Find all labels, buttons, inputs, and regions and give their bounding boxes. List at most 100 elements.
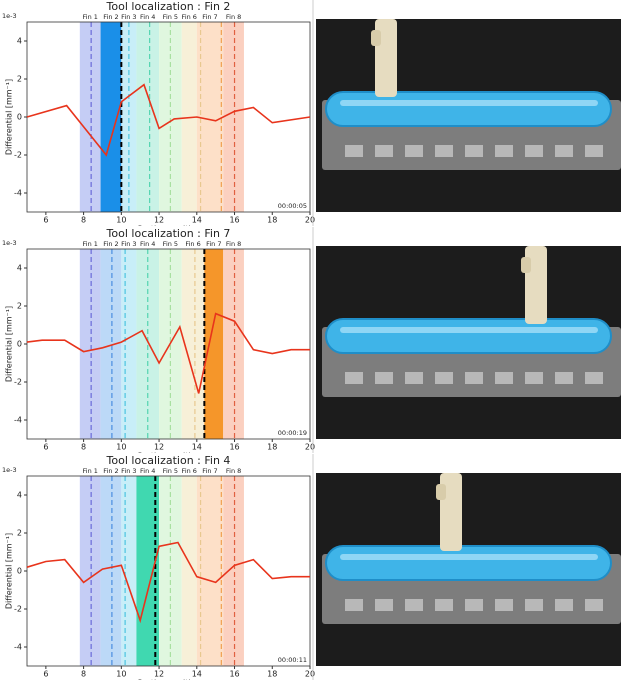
tube-shine xyxy=(340,327,598,333)
tube xyxy=(325,545,612,581)
fin-band xyxy=(223,22,244,212)
fin-label: Fin 8 xyxy=(226,467,241,475)
tube xyxy=(325,91,612,127)
y-axis-label: Differential [mm⁻¹] xyxy=(5,533,14,609)
chart-title: Tool localization : Fin 4 xyxy=(106,454,231,467)
x-tick-label: 18 xyxy=(267,670,277,679)
fin-label: Fin 7 xyxy=(206,240,221,248)
x-tick-label: 10 xyxy=(116,670,126,679)
y-tick-label: -4 xyxy=(14,643,22,652)
y-tick-label: 2 xyxy=(17,529,22,538)
photo xyxy=(316,19,621,212)
fin-band xyxy=(136,476,160,666)
fin-band xyxy=(159,476,182,666)
fin-band xyxy=(136,22,160,212)
fin-label: Fin 5 xyxy=(163,13,178,21)
x-tick-label: 12 xyxy=(154,443,164,452)
tray-slot xyxy=(495,145,513,157)
x-tick-label: 8 xyxy=(81,670,86,679)
y-tick-label: -4 xyxy=(14,189,22,198)
x-axis-label: Grating position xyxy=(136,452,200,454)
tray-slot xyxy=(495,599,513,611)
tray-slot xyxy=(465,372,483,384)
tray-slot xyxy=(345,599,363,611)
tray-slot xyxy=(405,372,423,384)
tray-slot xyxy=(525,372,543,384)
panel: Fin 1 Fin 2 Fin 3 Fin 4 Fin 5 Fin 6 Fin 7 Fin 8… xyxy=(2,0,621,227)
y-offset-label: 1e-3 xyxy=(2,466,17,474)
x-tick-label: 6 xyxy=(43,670,48,679)
y-tick-label: 0 xyxy=(17,340,22,349)
x-tick-label: 12 xyxy=(154,216,164,225)
y-tick-label: 0 xyxy=(17,567,22,576)
fin-band xyxy=(223,476,244,666)
panel: Fin 1 Fin 2 Fin 3 Fin 4 Fin 5 Fin 6 Fin 7 Fin 8… xyxy=(2,454,621,680)
tube-shine xyxy=(340,554,598,560)
fin-label: Fin 4 xyxy=(140,240,155,248)
x-tick-label: 16 xyxy=(229,670,239,679)
annotation: 00:00:11 xyxy=(278,656,307,664)
tray-slot xyxy=(495,372,513,384)
fin-band xyxy=(79,249,101,439)
gripper-tip xyxy=(371,30,381,46)
x-axis-label: Grating position xyxy=(136,225,200,227)
tray-slot xyxy=(555,372,573,384)
x-tick-label: 16 xyxy=(229,216,239,225)
tube xyxy=(325,318,612,354)
fin-band xyxy=(181,476,197,666)
fin-band xyxy=(136,249,160,439)
fin-label: Fin 3 xyxy=(121,240,136,248)
x-tick-label: 20 xyxy=(305,443,315,452)
tray-slot xyxy=(405,145,423,157)
x-tick-label: 18 xyxy=(267,443,277,452)
fin-label: Fin 1 xyxy=(83,467,98,475)
tray-slot xyxy=(585,145,603,157)
y-tick-label: -2 xyxy=(14,378,22,387)
tray-slot xyxy=(435,145,453,157)
fin-label: Fin 6 xyxy=(185,240,200,248)
fin-label: Fin 7 xyxy=(202,467,217,475)
photo xyxy=(316,246,621,439)
x-tick-label: 8 xyxy=(81,443,86,452)
fin-label: Fin 5 xyxy=(163,467,178,475)
fin-label: Fin 6 xyxy=(182,467,197,475)
x-tick-label: 14 xyxy=(192,216,202,225)
x-tick-label: 12 xyxy=(154,670,164,679)
tray-slot xyxy=(435,599,453,611)
y-axis-label: Differential [mm⁻¹] xyxy=(5,79,14,155)
data-line xyxy=(26,83,311,157)
y-offset-label: 1e-3 xyxy=(2,239,17,247)
gripper-tip xyxy=(436,484,446,500)
fin-band xyxy=(121,476,137,666)
fin-band xyxy=(100,249,122,439)
y-axis-label: Differential [mm⁻¹] xyxy=(5,306,14,382)
y-tick-label: -2 xyxy=(14,605,22,614)
y-tick-label: 2 xyxy=(17,302,22,311)
y-offset-label: 1e-3 xyxy=(2,12,17,20)
fin-band xyxy=(79,22,101,212)
tray-slot xyxy=(465,599,483,611)
tray-slot xyxy=(435,372,453,384)
fin-label: Fin 8 xyxy=(226,240,241,248)
tray-slot xyxy=(375,145,393,157)
x-tick-label: 10 xyxy=(116,443,126,452)
x-tick-label: 20 xyxy=(305,670,315,679)
x-tick-label: 6 xyxy=(43,216,48,225)
tray-slot xyxy=(375,372,393,384)
x-tick-label: 8 xyxy=(81,216,86,225)
tray-slot xyxy=(405,599,423,611)
y-tick-label: 4 xyxy=(17,264,22,273)
fin-label: Fin 1 xyxy=(83,240,98,248)
photo xyxy=(316,473,621,666)
fin-band xyxy=(100,22,122,212)
panel: Fin 1 Fin 2 Fin 3 Fin 4 Fin 5 Fin 6 Fin 7 Fin 8… xyxy=(2,227,621,454)
tray-slot xyxy=(375,599,393,611)
x-tick-label: 14 xyxy=(192,443,202,452)
fin-label: Fin 2 xyxy=(103,13,118,21)
data-line xyxy=(26,541,310,624)
tray-slot xyxy=(465,145,483,157)
tray-slot xyxy=(555,599,573,611)
data-line xyxy=(26,312,310,394)
fin-label: Fin 6 xyxy=(182,13,197,21)
